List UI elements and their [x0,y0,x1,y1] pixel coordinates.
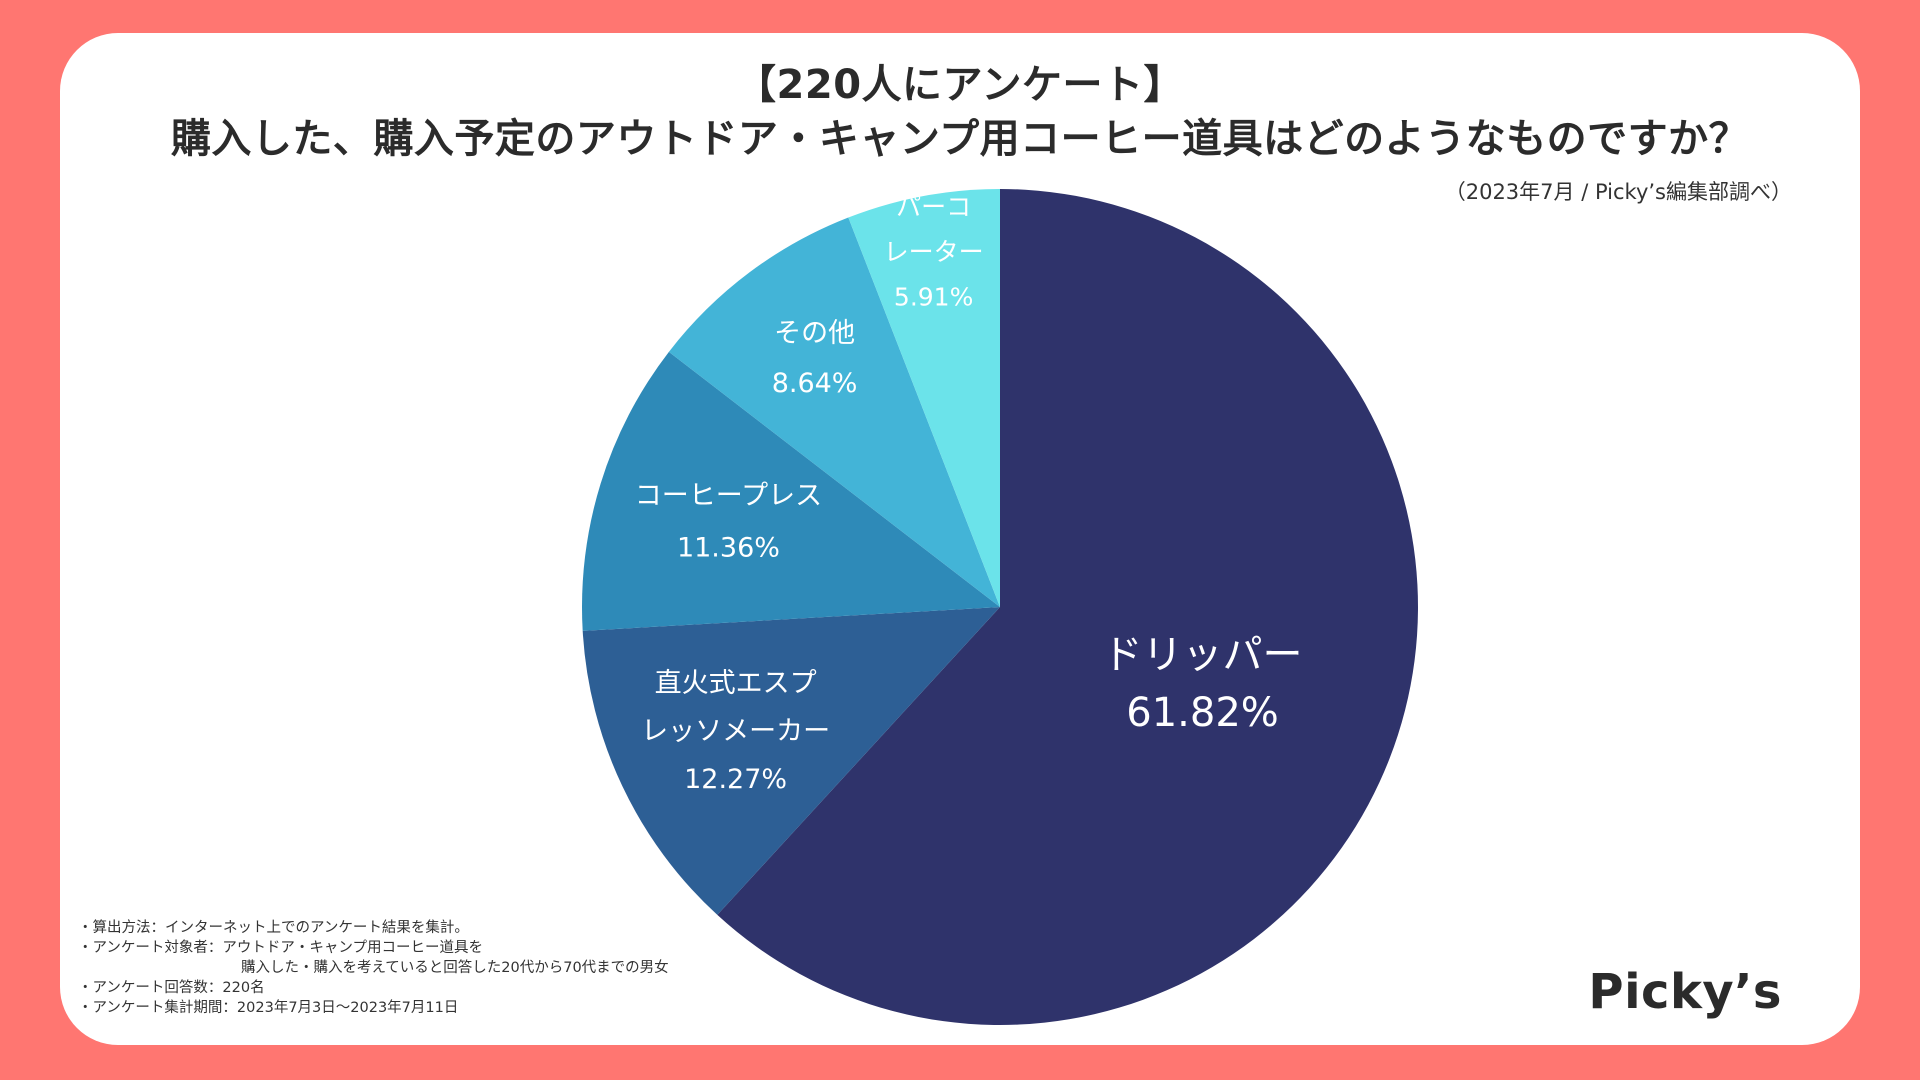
slice-value-3: 11.36% [677,533,780,564]
slice-label-4: その他 8.64% [772,318,858,399]
slice-name-5: パーコ [896,193,971,222]
slice-label-3: コーヒープレス 11.36% [635,481,822,564]
note-respondents: ・アンケート回答数：220名 [78,980,265,996]
chart-title-line1: 【220人にアンケート】 [736,62,1184,108]
note-target-cont: 購入した・購入を考えていると回答した20代から70代までの男女 [241,960,669,976]
pie-slice-3 [582,351,1000,631]
pie-slice-2 [582,607,1000,915]
slice-name-2: レッソメーカー [641,716,830,747]
slice-value-4: 8.64% [772,368,858,399]
slice-value-1: 61.82% [1126,690,1279,736]
slice-label-1: ドリッパー 61.82% [1103,632,1303,736]
slice-name-3: コーヒープレス [635,481,822,512]
pie-slice-1 [717,188,1418,1025]
slice-name-5: レーター [884,238,984,267]
slice-name-4: その他 [774,318,855,349]
slice-name-2: 直火式エスプ [655,668,817,699]
slice-value-2: 12.27% [684,764,787,795]
pie-slice-4 [668,217,1000,607]
pie-slice-5 [848,189,1000,607]
brand-logo: Picky’s [1588,964,1782,1020]
note-target: ・アンケート対象者：アウトドア・キャンプ用コーヒー道具を [78,940,483,956]
survey-notes: ・算出方法：インターネット上でのアンケート結果を集計。 ・アンケート対象者：アウ… [78,918,669,1018]
slice-name-1: ドリッパー [1103,632,1303,678]
note-period: ・アンケート集計期間：2023年7月3日〜2023年7月11日 [78,1000,459,1016]
slice-value-5: 5.91% [894,283,973,312]
survey-source: （2023年7月 / Picky’s編集部調べ） [1444,180,1792,204]
chart-title-line2: 購入した、購入予定のアウトドア・キャンプ用コーヒー道具はどのようなものですか？ [170,116,1750,162]
note-method: ・算出方法：インターネット上でのアンケート結果を集計。 [78,920,469,936]
